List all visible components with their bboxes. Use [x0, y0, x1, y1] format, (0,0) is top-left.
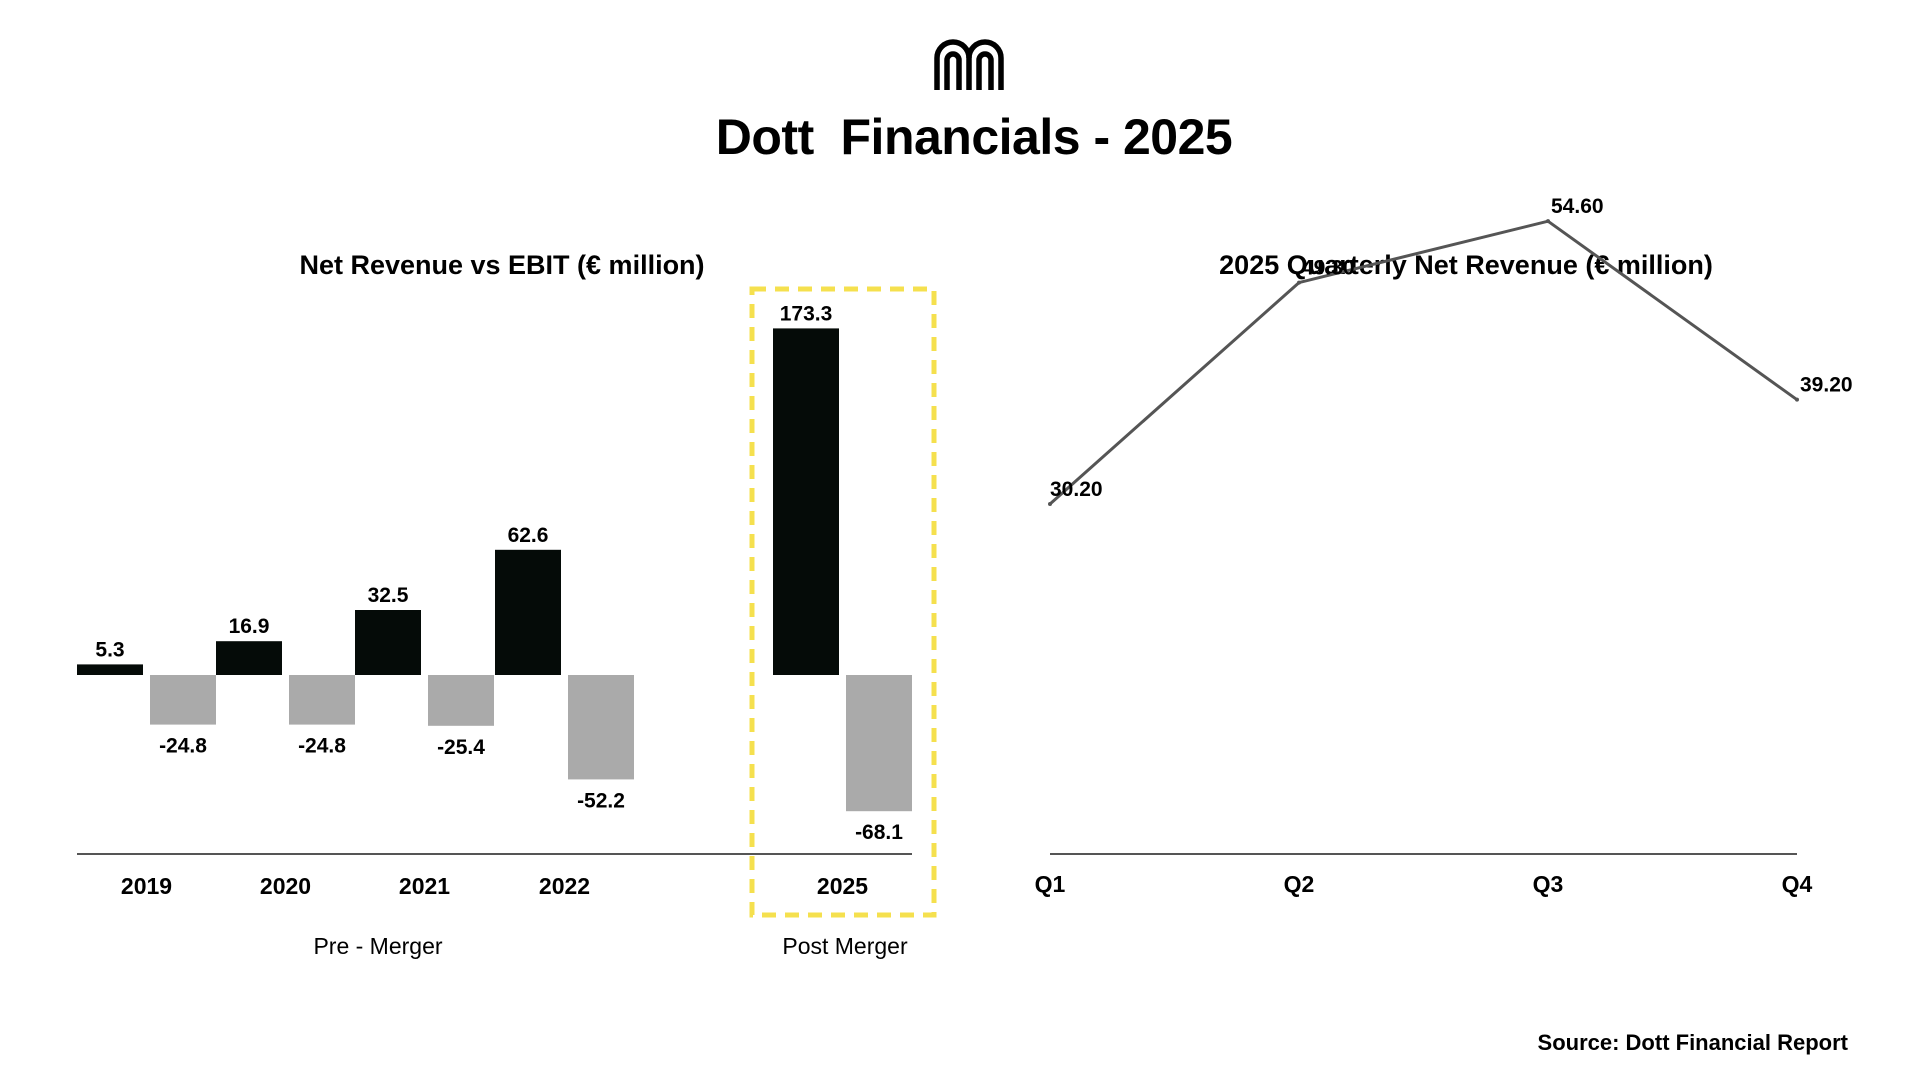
ebit-label-2021: -25.4 — [437, 736, 485, 759]
x-tick-Q4: Q4 — [1782, 871, 1813, 897]
value-label-Q4: 39.20 — [1800, 374, 1853, 397]
ebit-bar-2021 — [428, 675, 494, 726]
value-label-Q2: 49.30 — [1302, 257, 1355, 280]
ebit-label-2025: -68.1 — [855, 821, 903, 844]
data-point-Q2 — [1297, 280, 1301, 285]
revenue-label-2020: 16.9 — [229, 615, 270, 638]
ebit-bar-2019 — [150, 675, 216, 725]
ebit-label-2020: -24.8 — [298, 735, 346, 758]
x-tick-2022: 2022 — [539, 873, 590, 899]
revenue-label-2021: 32.5 — [368, 584, 409, 607]
revenue-bar-2025 — [773, 328, 839, 675]
x-tick-2025: 2025 — [817, 873, 868, 899]
x-tick-2019: 2019 — [121, 873, 172, 899]
revenue-label-2025: 173.3 — [780, 302, 833, 325]
data-point-Q1 — [1048, 501, 1052, 506]
ebit-label-2019: -24.8 — [159, 735, 207, 758]
dott-logo-icon — [934, 39, 1004, 90]
value-label-Q1: 30.20 — [1050, 478, 1103, 501]
x-tick-Q1: Q1 — [1035, 871, 1066, 897]
x-tick-2021: 2021 — [399, 873, 450, 899]
quarterly-net-revenue-chart: 2025 Quarterly Net Revenue (€ million) 30… — [1035, 195, 1853, 897]
revenue-bar-2020 — [216, 641, 282, 675]
x-tick-Q3: Q3 — [1533, 871, 1564, 897]
ebit-bar-2022 — [568, 675, 634, 780]
source-note: Source: Dott Financial Report — [1537, 1030, 1848, 1055]
ebit-bar-2020 — [289, 675, 355, 725]
net-revenue-vs-ebit-chart: Net Revenue vs EBIT (€ million) 5.3 -24.8 2… — [77, 250, 937, 959]
data-point-Q4 — [1795, 397, 1799, 402]
chart-title: Net Revenue vs EBIT (€ million) — [299, 250, 704, 280]
page-title: Dott Financials - 2025 — [715, 109, 1233, 165]
ebit-label-2022: -52.2 — [577, 789, 625, 812]
group-label-post-merger: Post Merger — [782, 933, 908, 959]
revenue-label-2019: 5.3 — [95, 638, 124, 661]
ebit-bar-2025 — [846, 675, 912, 812]
post-merger-highlight-box — [749, 286, 937, 918]
x-tick-2020: 2020 — [260, 873, 311, 899]
group-label-pre-merger: Pre - Merger — [313, 933, 442, 959]
revenue-bar-2021 — [355, 610, 421, 675]
revenue-bar-2022 — [495, 549, 561, 675]
revenue-line — [1049, 219, 1798, 506]
revenue-label-2022: 62.6 — [508, 524, 549, 547]
revenue-bar-2019 — [77, 664, 143, 675]
chart-title: 2025 Quarterly Net Revenue (€ million) — [1219, 250, 1713, 280]
value-label-Q3: 54.60 — [1551, 195, 1604, 218]
x-tick-Q2: Q2 — [1284, 871, 1315, 897]
data-point-Q3 — [1546, 219, 1550, 224]
